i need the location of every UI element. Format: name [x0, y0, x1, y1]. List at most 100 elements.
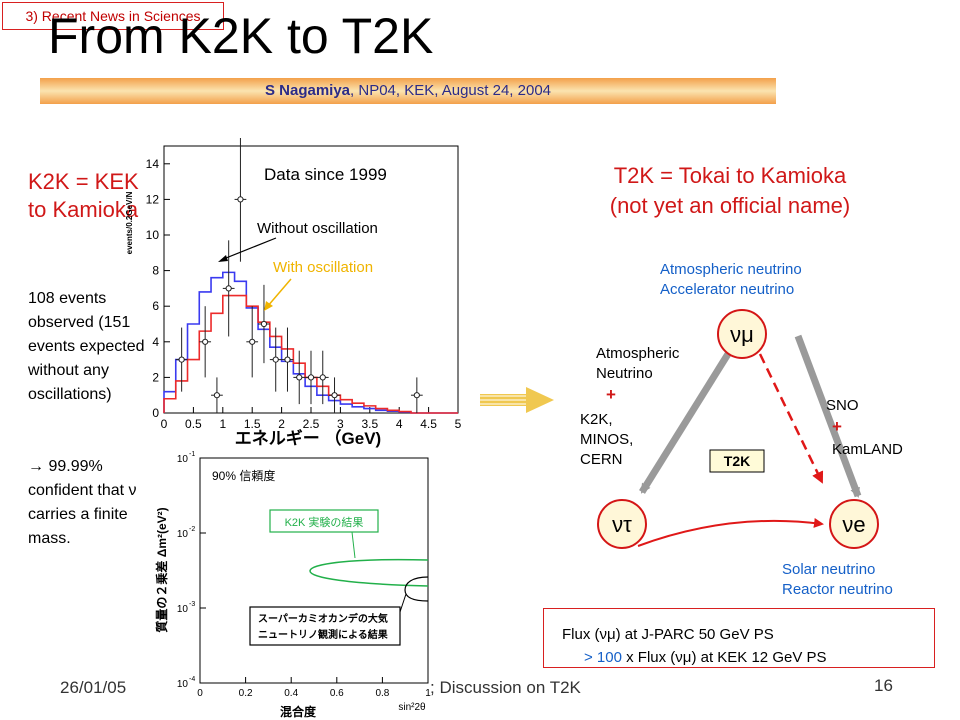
byline-venue: , NP04, KEK, August 24, 2004 [350, 82, 552, 99]
superk-result-line-2: ニュートリノ観測による結果 [258, 628, 389, 641]
neutrino-triangle-diagram: Atmospheric neutrino Accelerator neutrin… [580, 261, 903, 598]
histogram-y-tick-label: 2 [152, 370, 159, 384]
contour-y-ticks: 10-110-210-310-4 [177, 451, 206, 690]
histogram-y-tick-label: 8 [152, 264, 159, 278]
data-point [249, 338, 256, 345]
byline-banner: S Nagamiya, NP04, KEK, August 24, 2004 [40, 78, 776, 104]
histogram-x-ticks: 0 0.5 1 1.5 2 2.5 3 3.5 4 4.5 5 [161, 407, 462, 431]
histogram-x-tick-label: 2 [278, 417, 285, 431]
transition-arrow-icon [480, 387, 554, 413]
flux-comparison-box: Flux (νμ) at J-PARC 50 GeV PS > 100 x Fl… [543, 608, 935, 668]
arrowhead-without-icon [218, 255, 228, 262]
arrow-without-oscillation [220, 237, 277, 261]
k2k-result-pointer [351, 531, 356, 559]
contour-y-tick-exponent: -2 [189, 526, 195, 533]
node-nu-mu [717, 309, 767, 359]
data-point [284, 356, 291, 363]
arrow-with-oscillation [266, 278, 292, 308]
histogram-x-tick-label: 0 [161, 417, 168, 431]
mu-to-e-arrow [758, 353, 824, 484]
superk-result-line-1: スーパーカミオカンデの大気 [258, 612, 388, 625]
contour-x-tick-label: 0.6 [330, 688, 344, 699]
flux-line-2-rest: x Flux (νμ) at KEK 12 GeV PS [621, 649, 827, 666]
histogram-y-tick-label: 6 [152, 299, 159, 313]
slide-title: From K2K to T2K [48, 8, 434, 64]
data-point [213, 392, 221, 399]
arrowhead-with-icon [264, 301, 273, 311]
t2k-badge [709, 449, 765, 473]
superk-contour [404, 576, 429, 602]
data-point [225, 285, 232, 292]
node-nu-tau-label: ντ [612, 512, 632, 537]
solar-arrow [794, 334, 862, 498]
byline-author: S Nagamiya [264, 82, 351, 99]
node-nu-e-label: νe [842, 512, 865, 537]
confidence-statement: 99.99% confident that ν carries a finite… [28, 458, 137, 547]
histogram-y-tick-label: 0 [152, 406, 159, 420]
oscillation-contour-chart: 質量の２乗差 Δm²(eV²) 10-110-210-310-4 0 0.2 0.4… [154, 451, 431, 719]
right-plus: + [832, 417, 842, 436]
flux-line-2: > 100 x Flux (νμ) at KEK 12 GeV PS [584, 649, 827, 666]
data-point [296, 374, 303, 381]
histogram-x-label: エネルギー （GeV) [235, 428, 381, 448]
superk-pointer [399, 593, 407, 613]
histogram-x-tick-label: 3 [337, 417, 344, 431]
histogram-y-tick-label: 10 [146, 228, 160, 242]
flux-line-1: Flux (νμ) at J-PARC 50 GeV PS [562, 626, 774, 643]
bottom-label-2: Reactor neutrino [782, 581, 893, 598]
t2k-definition: T2K = Tokai to Kamioka (not yet an offic… [560, 161, 900, 221]
left-label-4: MINOS, [580, 431, 633, 448]
top-label-1: Atmospheric neutrino [660, 261, 802, 278]
footer-talk-title: ; Discussion on T2K [430, 678, 581, 697]
data-point [237, 196, 244, 203]
footer-date: 26/01/05 [60, 678, 127, 697]
contour-y-tick-exponent: -4 [189, 676, 195, 683]
node-nu-e [829, 499, 879, 549]
histogram-y-ticks: 0 2 4 6 8 10 12 14 [146, 157, 170, 420]
histogram-x-tick-label: 4 [396, 417, 403, 431]
tau-to-e-arrow [637, 518, 824, 547]
contour-frame [199, 457, 429, 684]
contour-y-tick-exponent: -1 [189, 451, 195, 458]
top-label-2: Accelerator neutrino [660, 281, 794, 298]
histogram-y-tick-label: 14 [146, 157, 160, 171]
t2k-badge-label: T2K [724, 453, 750, 469]
left-label-1: Atmospheric [596, 345, 680, 362]
contour-x-tick-label: 1 [425, 688, 431, 699]
t2k-definition-line-1: T2K = Tokai to Kamioka [613, 163, 847, 188]
contour-x-ticks: 0 0.2 0.4 0.6 0.8 1 [197, 677, 431, 699]
histogram-y-tick-label: 12 [146, 192, 160, 206]
label-without-oscillation: Without oscillation [257, 220, 378, 237]
data-point [307, 374, 315, 381]
histogram-x-tick-label: 1.5 [244, 417, 261, 431]
data-point [413, 392, 420, 399]
contour-x-tick-label: 0.2 [239, 688, 253, 699]
contour-x-label-jp: 混合度 [280, 704, 317, 719]
data-point [202, 338, 209, 345]
contour-x-tick-label: 0 [197, 688, 203, 699]
contour-x-tick-label: 0.8 [375, 688, 389, 699]
histogram-y-label: events/0.2GeV/N [125, 191, 134, 254]
histogram-x-tick-label: 1 [219, 417, 226, 431]
contour-y-label: 質量の２乗差 Δm²(eV²) [154, 507, 169, 632]
node-nu-mu-label: νμ [730, 322, 754, 347]
byline: S Nagamiya, NP04, KEK, August 24, 2004 [40, 78, 776, 104]
confidence-level-label: 90% 信頼度 [212, 468, 275, 483]
t2k-definition-line-2: (not yet an official name) [609, 193, 851, 218]
histogram-x-tick-label: 5 [455, 417, 462, 431]
k2k-contour [309, 558, 429, 587]
confidence-text: → 99.99% confident that ν carries a fini… [28, 455, 156, 551]
flux-factor: > 100 [584, 649, 622, 666]
bottom-label-1: Solar neutrino [782, 561, 875, 578]
node-nu-tau [597, 499, 647, 549]
histogram-x-tick-label: 2.5 [303, 417, 320, 431]
data-point [260, 320, 268, 328]
right-label-2: KamLAND [832, 441, 903, 458]
left-label-2: Neutrino [596, 365, 653, 382]
contour-y-tick-label: 10 [177, 679, 189, 690]
contour-y-tick-label: 10 [177, 529, 189, 540]
left-label-3: K2K, [580, 411, 613, 428]
contour-x-tick-label: 0.4 [284, 688, 298, 699]
label-with-oscillation: With oscillation [273, 259, 373, 276]
events-observed-text: 108 events observed (151 events expected… [28, 290, 145, 403]
